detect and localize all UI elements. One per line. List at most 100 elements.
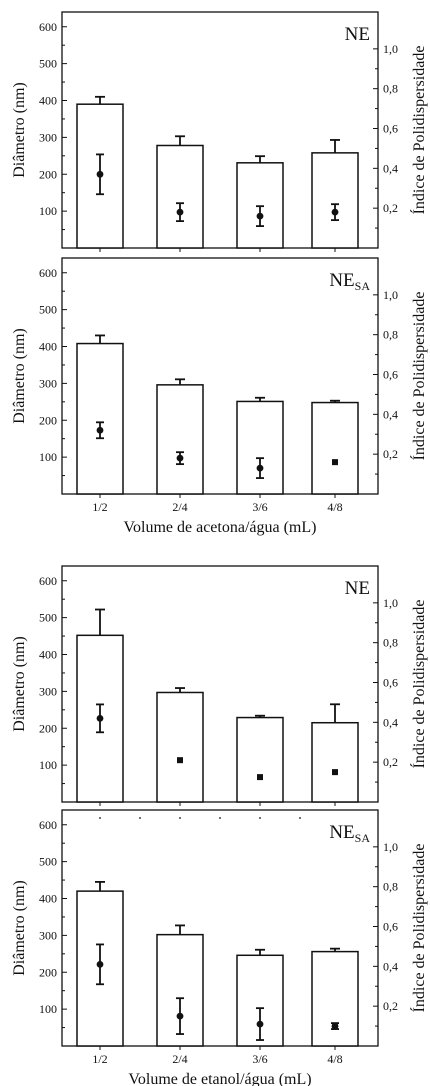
bar — [311, 721, 359, 803]
y-tick-label: 300 — [39, 130, 57, 144]
x-tick-label: 3/6 — [252, 500, 267, 514]
panel-1: 100 200 300 400 500 600 0,2 0,4 0,6 0,8 1,0 Diâmetr… — [11, 11, 428, 252]
y2-tick-label: 0,6 — [383, 122, 398, 136]
pdi-point — [332, 459, 338, 466]
pdi-point — [96, 170, 104, 178]
y-tick-label: 300 — [39, 928, 57, 942]
y2-tick-label: 1,0 — [383, 840, 398, 854]
y-tick-label: 300 — [39, 376, 57, 390]
y2-tick-label: 0,4 — [383, 715, 398, 729]
panel-4: 100 200 300 400 500 600 0,2 0,4 0,6 0,8 1,0 Diâmetr… — [11, 809, 428, 1086]
y-tick-label: 200 — [39, 167, 57, 181]
y-tick-label: 600 — [39, 266, 57, 280]
y2-tick-label: 1,0 — [383, 596, 398, 610]
y-tick-label: 100 — [39, 1002, 57, 1016]
dot-mark — [219, 817, 221, 819]
y-axis-label: Diâmetro (nm) — [11, 636, 28, 732]
y-tick-label: 500 — [39, 855, 57, 869]
y2-axis-label: Índice de Polidispersidade — [409, 600, 428, 769]
plot-frame — [61, 565, 379, 803]
pdi-point — [256, 464, 264, 472]
panel-3: 100 200 300 400 500 600 0,2 0,4 0,6 0,8 1,0 Diâmetr… — [11, 565, 428, 806]
y2-tick-label: 0,6 — [383, 676, 398, 690]
y-tick-label: 500 — [39, 57, 57, 71]
pdi-point — [96, 960, 104, 968]
dot-mark — [139, 817, 141, 819]
y-tick-label: 600 — [39, 818, 57, 832]
y-tick-label: 200 — [39, 965, 57, 979]
bar — [236, 716, 284, 803]
pdi-point — [332, 769, 338, 776]
x-tick-label: 2/4 — [172, 1052, 187, 1066]
y-tick-label: 500 — [39, 611, 57, 625]
y-tick-label: 200 — [39, 413, 57, 427]
panel-title: NESA — [329, 270, 370, 293]
y-axis-label: Diâmetro (nm) — [11, 82, 28, 178]
y2-tick-label: 0,4 — [383, 161, 398, 175]
pdi-point — [257, 774, 263, 781]
dot-mark — [179, 817, 181, 819]
y2-tick-label: 0,6 — [383, 920, 398, 934]
bar — [156, 384, 204, 495]
y-tick-label: 100 — [39, 204, 57, 218]
x-tick-label: 4/8 — [327, 1052, 342, 1066]
y2-tick-label: 0,4 — [383, 407, 398, 421]
plot-frame — [61, 11, 379, 249]
x-tick-label: 2/4 — [172, 500, 187, 514]
y-tick-label: 500 — [39, 303, 57, 317]
y2-tick-label: 0,6 — [383, 368, 398, 382]
panel-title: NE — [345, 578, 370, 599]
y2-tick-label: 0,2 — [383, 755, 398, 769]
y-tick-label: 100 — [39, 758, 57, 772]
y2-axis-label: Índice de Polidispersidade — [409, 292, 428, 461]
pdi-point — [331, 208, 339, 216]
pdi-point — [256, 1020, 264, 1028]
y2-tick-label: 0,8 — [383, 636, 398, 650]
pdi-point — [176, 1012, 184, 1020]
y-axis-label: Diâmetro (nm) — [11, 880, 28, 976]
y2-tick-label: 1,0 — [383, 42, 398, 56]
panel-title: NE — [345, 24, 370, 45]
bar — [311, 950, 359, 1047]
y2-tick-label: 0,4 — [383, 959, 398, 973]
y2-tick-label: 1,0 — [383, 288, 398, 302]
y-tick-label: 400 — [39, 340, 57, 354]
y2-axis-label: Índice de Polidispersidade — [409, 46, 428, 215]
pdi-point — [96, 714, 104, 722]
bar — [236, 400, 284, 495]
y2-tick-label: 0,2 — [383, 447, 398, 461]
x-tick-label: 4/8 — [327, 500, 342, 514]
bar — [311, 152, 359, 249]
y-tick-label: 600 — [39, 574, 57, 588]
y-axis-label: Diâmetro (nm) — [11, 328, 28, 424]
y2-tick-label: 0,2 — [383, 999, 398, 1013]
y-tick-label: 400 — [39, 892, 57, 906]
panel-title: NESA — [329, 822, 370, 845]
y2-tick-label: 0,8 — [383, 328, 398, 342]
y2-tick-label: 0,8 — [383, 880, 398, 894]
plot-frame — [61, 257, 379, 495]
y-tick-label: 600 — [39, 20, 57, 34]
pdi-point — [96, 426, 104, 434]
y2-tick-label: 0,8 — [383, 82, 398, 96]
y-tick-label: 300 — [39, 684, 57, 698]
dot-mark — [299, 817, 301, 819]
panel-2: 100 200 300 400 500 600 0,2 0,4 0,6 0,8 1,0 Diâmetr… — [11, 257, 428, 536]
pdi-point — [176, 454, 184, 462]
bar — [236, 954, 284, 1047]
dot-mark — [99, 817, 101, 819]
bar — [311, 401, 359, 495]
bar — [76, 342, 124, 495]
x-axis-label: Volume de acetona/água (mL) — [124, 519, 317, 536]
bar — [156, 691, 204, 803]
pdi-point — [176, 208, 184, 216]
pdi-point — [177, 757, 183, 764]
y-tick-label: 400 — [39, 94, 57, 108]
dot-mark — [259, 817, 261, 819]
y2-axis-label: Índice de Polidispersidade — [409, 844, 428, 1013]
y-tick-label: 200 — [39, 721, 57, 735]
pdi-point — [331, 1022, 339, 1030]
x-axis-label: Volume de etanol/água (mL) — [128, 1071, 311, 1086]
y-tick-label: 100 — [39, 450, 57, 464]
